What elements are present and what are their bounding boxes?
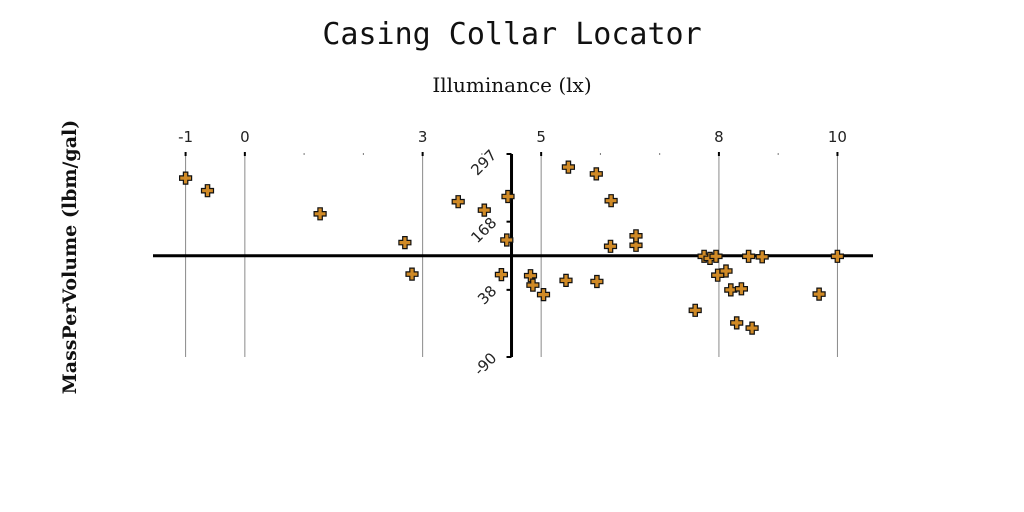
y-tick-label: 38 xyxy=(474,282,500,308)
y-axis-ticks: -90 38 168 297 xyxy=(467,146,512,379)
data-point xyxy=(451,195,465,209)
data-point xyxy=(501,189,515,204)
data-point xyxy=(561,160,576,174)
x-tick-label: 8 xyxy=(714,128,724,146)
x-tick-label: 5 xyxy=(536,128,546,146)
x-axis-title: Illuminance (lx) xyxy=(432,73,591,97)
data-point xyxy=(830,249,845,263)
x-tick-label: 0 xyxy=(240,128,250,146)
data-point xyxy=(526,278,540,292)
data-points xyxy=(179,160,845,335)
data-point xyxy=(629,238,643,252)
data-point xyxy=(589,167,603,181)
y-axis-title: MassPerVolume (lbm/gal) xyxy=(59,120,81,394)
data-point xyxy=(719,264,733,278)
x-axis-ticks: -1 0 3 5 8 10 xyxy=(178,128,847,156)
data-point xyxy=(603,239,618,253)
data-point xyxy=(724,283,738,297)
data-point xyxy=(745,321,759,335)
data-point xyxy=(536,288,551,302)
data-point xyxy=(812,287,826,301)
data-point xyxy=(734,282,749,296)
data-point xyxy=(741,249,756,263)
y-tick-label: 297 xyxy=(467,146,500,179)
data-point xyxy=(604,194,618,208)
data-point xyxy=(629,229,643,243)
data-point xyxy=(730,316,744,330)
x-tick-label: -1 xyxy=(178,128,193,146)
data-point xyxy=(405,267,419,281)
data-point xyxy=(200,184,215,198)
data-point xyxy=(559,273,573,287)
data-point xyxy=(500,233,514,247)
data-point xyxy=(688,303,702,317)
chart-title: Casing Collar Locator xyxy=(322,17,701,52)
y-tick-label: 168 xyxy=(467,214,500,247)
data-point xyxy=(179,171,193,185)
data-point xyxy=(755,250,769,264)
data-point xyxy=(590,274,604,289)
data-point xyxy=(313,207,327,221)
data-point xyxy=(494,268,508,282)
x-tick-label: 10 xyxy=(828,128,847,146)
data-point xyxy=(709,249,723,263)
data-point xyxy=(477,203,491,217)
x-tick-label: 3 xyxy=(418,128,428,146)
data-point xyxy=(398,236,412,250)
y-tick-label: -90 xyxy=(470,349,500,379)
